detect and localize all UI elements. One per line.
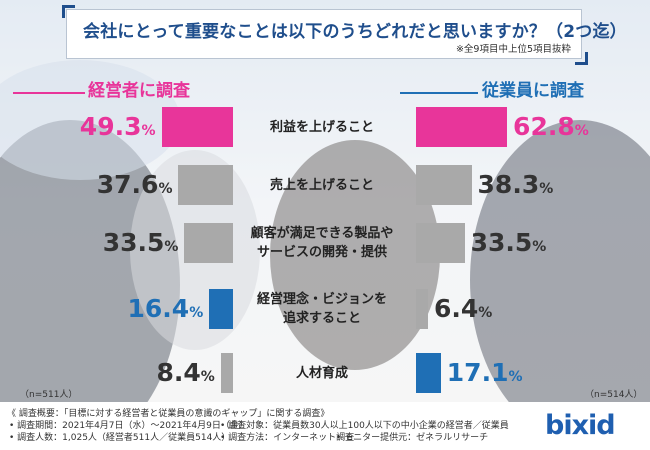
right-value-unit: % xyxy=(532,239,547,255)
left-value-number: 8.4 xyxy=(156,358,201,387)
left-bar xyxy=(184,223,233,263)
right-sample-size: （n=514人） xyxy=(585,390,643,400)
right-bar xyxy=(416,353,441,393)
title-corner-decoration xyxy=(575,52,588,65)
background-figure xyxy=(470,120,650,440)
left-value-unit: % xyxy=(158,181,173,197)
category-label: 顧客が満足できる製品や サービスの開発・提供 xyxy=(236,224,408,262)
category-label: 売上を上げること xyxy=(236,176,408,195)
left-value-unit: % xyxy=(141,123,156,139)
right-value-unit: % xyxy=(508,369,523,385)
survey-monitor: • モニター提供元：ゼネラルリサーチ xyxy=(336,433,489,443)
category-label: 人材育成 xyxy=(236,364,408,383)
right-value-unit: % xyxy=(539,181,554,197)
right-value-label: 38.3% xyxy=(478,172,554,197)
left-value-unit: % xyxy=(164,239,179,255)
right-value-number: 62.8 xyxy=(513,112,575,141)
left-bar xyxy=(178,165,233,205)
right-group-label: 従業員に調査 xyxy=(482,81,584,101)
category-label-line: 追求すること xyxy=(282,311,361,326)
right-value-label: 33.5% xyxy=(471,230,547,255)
category-label-line: 経営理念・ビジョンを xyxy=(256,292,387,307)
survey-overview: 《 調査概要：「目標に対する経営者と従業員の意識のギャップ」に関する調査》 • … xyxy=(0,402,650,450)
left-sample-size: （n=511人） xyxy=(20,390,78,400)
left-value-unit: % xyxy=(200,369,215,385)
right-value-number: 17.1 xyxy=(446,358,509,387)
right-value-label: 6.4% xyxy=(434,296,492,321)
left-value-label: 16.4% xyxy=(128,296,204,321)
left-value-label: 49.3% xyxy=(80,114,156,139)
chart-title: 会社にとって重要なことは以下のうちどれだと思いますか？（2つ迄） xyxy=(83,22,627,42)
survey-period: • 調査期間：2021年4月7日（水）～2021年4月9日（金） xyxy=(9,421,248,431)
right-value-number: 38.3 xyxy=(477,170,540,199)
title-box: 会社にとって重要なことは以下のうちどれだと思いますか？（2つ迄） ※全9項目中上… xyxy=(66,9,627,59)
title-corner-decoration xyxy=(62,5,75,18)
right-value-unit: % xyxy=(574,123,589,139)
right-bar xyxy=(416,223,465,263)
right-value-number: 33.5 xyxy=(470,228,533,257)
survey-method: • 調査方法：インターネット調査 xyxy=(220,433,355,443)
background-figure xyxy=(270,140,440,370)
left-value-label: 37.6% xyxy=(97,172,173,197)
left-bar xyxy=(220,353,233,393)
right-bar xyxy=(416,165,472,205)
category-label-line: サービスの開発・提供 xyxy=(256,245,387,260)
right-value-label: 17.1% xyxy=(447,360,523,385)
category-label: 経営理念・ビジョンを 追求すること xyxy=(236,290,408,328)
right-value-number: 6.4 xyxy=(434,294,479,323)
right-bar xyxy=(416,107,508,147)
category-label-line: 人材育成 xyxy=(295,365,348,381)
survey-target: • 調査対象：従業員数30人以上100人以下の中小企業の経営者／従業員 xyxy=(220,421,509,431)
chart-subtitle-note: ※全9項目中上位5項目抜粋 xyxy=(455,44,571,55)
right-bar xyxy=(416,289,428,329)
background-figure xyxy=(0,60,180,180)
right-value-label: 62.8% xyxy=(513,114,589,139)
left-value-number: 37.6 xyxy=(96,170,159,199)
survey-people: • 調査人数：1,025人（経営者511人／従業員514人） xyxy=(9,433,231,443)
left-value-number: 49.3 xyxy=(79,112,142,141)
right-value-unit: % xyxy=(478,305,493,321)
left-value-label: 8.4% xyxy=(157,360,215,385)
bixid-logo: bixid xyxy=(545,410,616,441)
left-bar xyxy=(161,107,233,147)
left-value-unit: % xyxy=(189,305,204,321)
survey-title: 《 調査概要：「目標に対する経営者と従業員の意識のギャップ」に関する調査》 xyxy=(7,409,330,419)
left-value-number: 33.5 xyxy=(102,228,165,257)
right-group-underline xyxy=(400,92,478,94)
left-group-label: 経営者に調査 xyxy=(88,81,190,101)
left-value-label: 33.5% xyxy=(103,230,179,255)
category-label-line: 顧客が満足できる製品や xyxy=(250,226,394,241)
category-label-line: 売上を上げること xyxy=(269,177,374,193)
category-label-line: 利益を上げること xyxy=(269,119,374,135)
left-bar xyxy=(209,289,233,329)
category-label: 利益を上げること xyxy=(236,118,408,137)
left-value-number: 16.4 xyxy=(127,294,190,323)
left-group-underline xyxy=(13,92,85,94)
